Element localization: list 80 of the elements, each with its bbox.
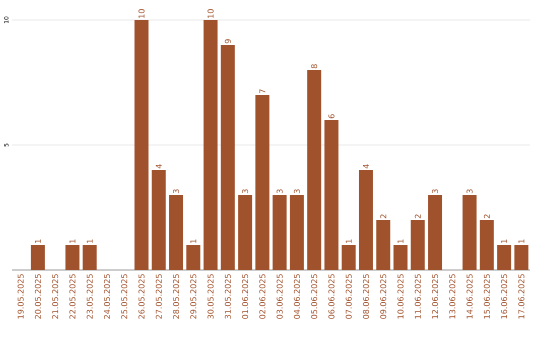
bar <box>342 245 356 270</box>
x-tick-label: 08.06.2025 <box>362 274 369 319</box>
bar <box>290 195 304 270</box>
x-tick-label: 15.06.2025 <box>484 274 490 318</box>
bar <box>82 245 97 270</box>
bar <box>238 195 252 270</box>
data-label: 1 <box>190 239 196 243</box>
x-tick-label: 30.05.2025 <box>208 274 214 319</box>
data-label: 4 <box>363 164 369 168</box>
data-label: 1 <box>501 239 508 243</box>
x-tick-label: 31.05.2025 <box>224 274 231 319</box>
data-label: 7 <box>259 89 266 94</box>
x-tick-label: 05.06.2025 <box>311 274 318 319</box>
bar <box>152 170 166 270</box>
x-tick-label: 21.05.2025 <box>52 274 58 319</box>
data-label: 4 <box>156 164 162 168</box>
bar <box>462 195 477 270</box>
bar <box>30 245 45 270</box>
bar <box>358 170 373 270</box>
x-tick-label: 17.06.2025 <box>518 274 524 318</box>
x-tick-label: 11.06.2025 <box>414 274 421 318</box>
x-tick-label: 03.06.2025 <box>276 274 283 319</box>
data-label: 2 <box>380 214 386 218</box>
x-tick-label: 19.05.2025 <box>18 274 24 318</box>
bar <box>220 44 235 270</box>
data-label: 1 <box>86 239 93 243</box>
x-tick-label: 27.05.2025 <box>156 274 162 319</box>
bar <box>204 20 218 270</box>
data-label: 2 <box>484 214 490 218</box>
bar <box>169 195 184 270</box>
bar <box>186 245 200 270</box>
x-tick-label: 23.05.2025 <box>86 274 93 319</box>
bar <box>497 245 512 270</box>
x-tick-label: 25.05.2025 <box>121 274 128 319</box>
data-label: 6 <box>328 114 334 118</box>
x-tick-label: 28.05.2025 <box>173 274 180 319</box>
x-tick-label: 10.06.2025 <box>397 274 404 318</box>
x-tick-label: 12.06.2025 <box>432 274 438 318</box>
bar <box>134 20 148 270</box>
bar <box>324 120 338 270</box>
x-tick-label: 26.05.2025 <box>138 274 145 319</box>
x-tick-label: 29.05.2025 <box>190 274 196 319</box>
x-tick-label: 01.06.2025 <box>242 274 248 319</box>
bar <box>394 245 408 270</box>
bar <box>65 245 80 270</box>
data-label: 1 <box>518 239 524 243</box>
x-tick-label: 04.06.2025 <box>294 274 300 319</box>
data-label: 10 <box>138 9 145 18</box>
data-label: 3 <box>294 189 300 194</box>
data-label: 10 <box>208 9 214 18</box>
data-label: 3 <box>276 189 283 194</box>
bar <box>514 245 528 270</box>
x-tick-label: 16.06.2025 <box>501 274 508 318</box>
data-label: 1 <box>398 239 404 243</box>
x-tick-label: 13.06.2025 <box>449 274 456 318</box>
x-tick-label: 06.06.2025 <box>328 274 334 319</box>
data-label: 1 <box>70 239 76 243</box>
data-label: 3 <box>173 189 180 194</box>
bar <box>272 195 287 270</box>
data-label: 3 <box>432 189 438 194</box>
data-label: 1 <box>34 239 41 243</box>
x-tick-label: 22.05.2025 <box>69 274 76 319</box>
x-tick-label: 07.06.2025 <box>346 274 352 319</box>
x-tick-label: 09.06.2025 <box>380 274 386 319</box>
data-label: 8 <box>311 64 318 68</box>
bar <box>428 195 442 270</box>
bar <box>307 70 322 270</box>
bar <box>255 94 270 270</box>
x-tick-label: 24.05.2025 <box>104 274 110 319</box>
data-label: 3 <box>242 189 248 194</box>
data-label: 1 <box>346 239 352 243</box>
bar <box>376 220 390 270</box>
x-tick-label: 02.06.2025 <box>259 274 266 319</box>
data-label: 3 <box>466 189 473 194</box>
x-tick-label: 14.06.2025 <box>466 274 473 318</box>
data-label: 2 <box>414 214 421 218</box>
data-label: 9 <box>224 39 231 44</box>
x-tick-label: 20.05.2025 <box>34 274 41 319</box>
bar <box>480 220 494 270</box>
bar <box>410 220 425 270</box>
